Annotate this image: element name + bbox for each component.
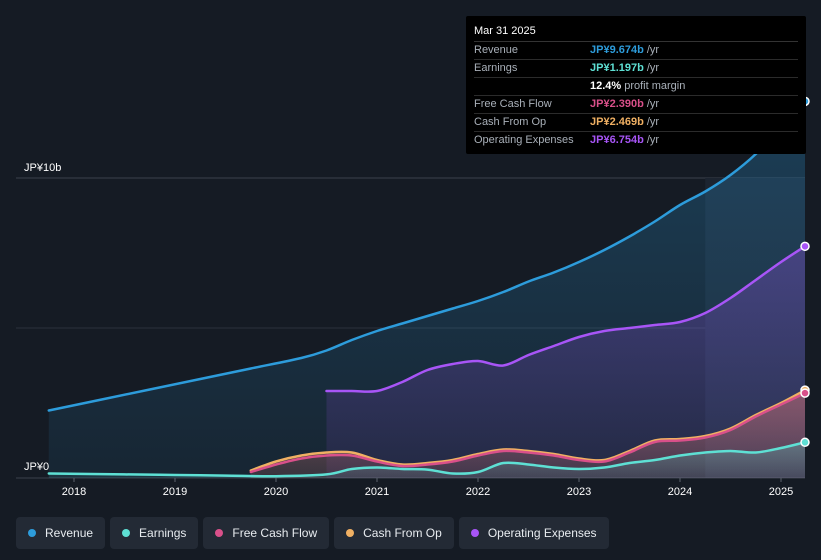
tooltip-unit: /yr: [646, 116, 660, 128]
line-earnings: [47, 441, 807, 478]
endpoint-operating-expenses: [800, 241, 810, 252]
legend: Revenue Earnings Free Cash Flow Cash From O…: [16, 517, 609, 549]
tooltip-panel: Mar 31 2025 Revenue JP¥9.674b/yr Earnings J…: [466, 16, 806, 154]
tooltip-value: JP¥2.390b: [590, 98, 644, 110]
legend-item-free-cash-flow[interactable]: Free Cash Flow: [203, 517, 330, 549]
tooltip-value: JP¥9.674b: [590, 44, 644, 56]
line-operating-expenses: [325, 245, 807, 393]
legend-dot-icon: [346, 529, 355, 537]
x-tick-label: 2020: [264, 486, 288, 498]
line-cash-from-op: [249, 388, 807, 472]
tooltip-label: [474, 78, 590, 95]
tooltip-unit: /yr: [646, 44, 660, 56]
legend-label: Cash From Op: [363, 526, 442, 540]
legend-item-cash-from-op[interactable]: Cash From Op: [334, 517, 454, 549]
tooltip-value: JP¥2.469b: [590, 116, 644, 128]
tooltip-unit: profit margin: [624, 80, 686, 92]
x-tick-label: 2024: [668, 486, 692, 498]
line-revenue: [47, 100, 807, 412]
legend-label: Free Cash Flow: [232, 526, 318, 540]
tooltip-label: Revenue: [474, 44, 519, 56]
area-operating-expenses: [326, 246, 805, 478]
x-tick-label: 2019: [163, 486, 187, 498]
tooltip-row: Free Cash Flow JP¥2.390b/yr: [474, 96, 798, 114]
x-tick-label: 2025: [769, 486, 793, 498]
tooltip-unit: /yr: [646, 134, 660, 146]
tooltip-row: 12.4% profit margin: [474, 78, 798, 96]
legend-dot-icon: [28, 529, 36, 537]
line-free-cash-flow: [249, 391, 807, 474]
tooltip-row: Operating Expenses JP¥6.754b/yr: [474, 132, 798, 149]
tooltip-unit: /yr: [646, 62, 660, 74]
tooltip-unit: /yr: [646, 98, 660, 110]
x-tick-label: 2018: [62, 486, 86, 498]
x-tick-label: 2022: [466, 486, 490, 498]
tooltip-row: Earnings JP¥1.197b/yr: [474, 60, 798, 78]
legend-label: Earnings: [139, 526, 187, 540]
legend-label: Operating Expenses: [487, 526, 597, 540]
x-tick-label: 2023: [567, 486, 591, 498]
tooltip-value: JP¥1.197b: [590, 62, 644, 74]
legend-item-earnings[interactable]: Earnings: [110, 517, 199, 549]
tooltip-label: Operating Expenses: [474, 134, 574, 146]
tooltip-label: Earnings: [474, 62, 518, 74]
legend-item-revenue[interactable]: Revenue: [16, 517, 106, 549]
area-earnings: [48, 442, 806, 478]
legend-label: Revenue: [45, 526, 94, 540]
y-axis-label-bottom: JP¥0: [24, 461, 49, 473]
legend-item-operating-expenses[interactable]: Operating Expenses: [458, 517, 609, 549]
tooltip-value: JP¥6.754b: [590, 134, 644, 146]
tooltip-label: Cash From Op: [474, 116, 547, 128]
y-axis-label-top: JP¥10b: [24, 162, 61, 174]
tooltip-label: Free Cash Flow: [474, 98, 552, 110]
legend-dot-icon: [470, 529, 479, 537]
tooltip-value: 12.4%: [590, 80, 622, 92]
legend-dot-icon: [215, 529, 224, 537]
tooltip-row: Revenue JP¥9.674b/yr: [474, 42, 798, 60]
tooltip-row: Cash From Op JP¥2.469b/yr: [474, 114, 798, 132]
endpoint-free-cash-flow: [800, 388, 810, 398]
endpoint-earnings: [800, 437, 810, 448]
tooltip-date: Mar 31 2025: [474, 23, 798, 42]
x-tick-label: 2021: [365, 486, 389, 498]
legend-dot-icon: [122, 529, 131, 537]
